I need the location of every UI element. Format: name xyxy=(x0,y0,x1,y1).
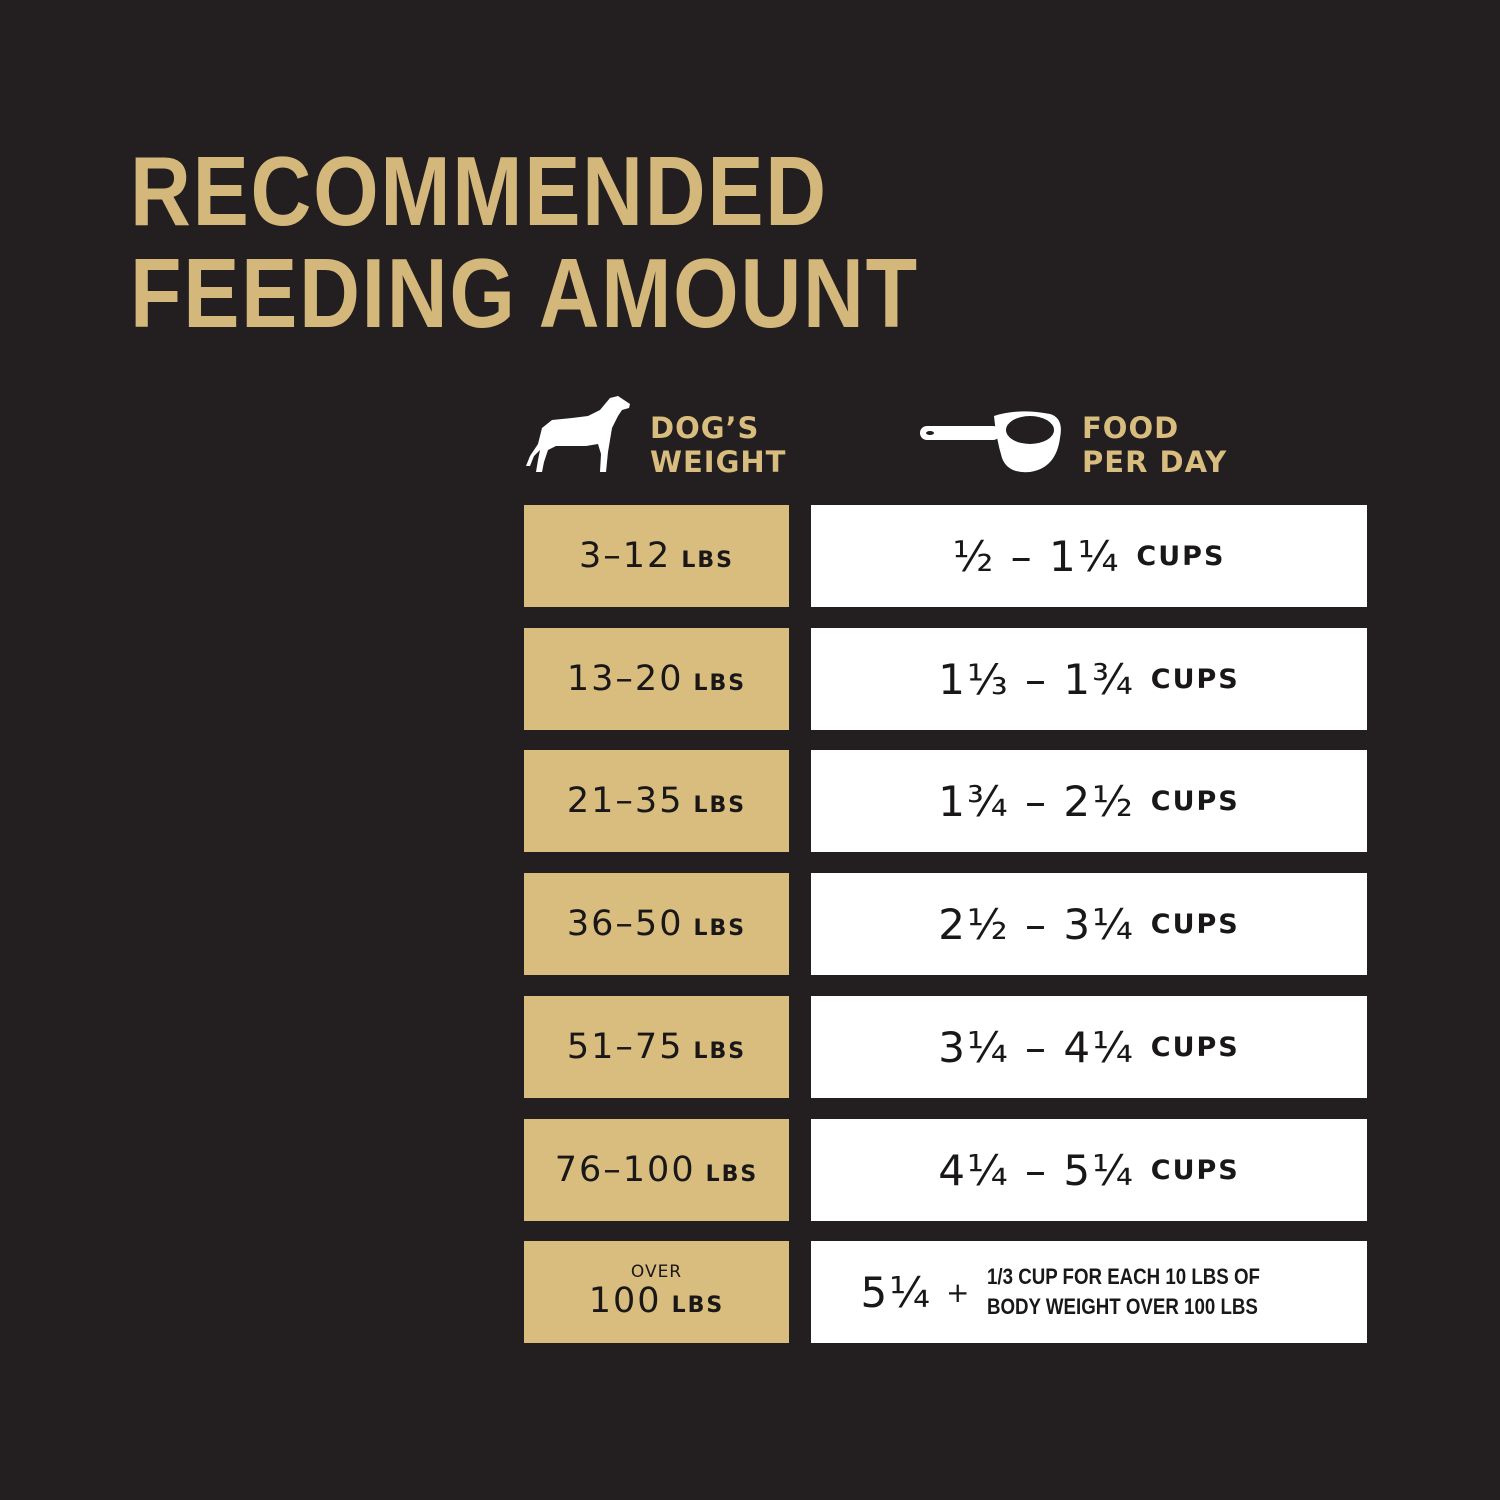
food-value: 4¼ – 5¼ xyxy=(938,1145,1135,1195)
weight-value: 13–20 xyxy=(566,659,684,699)
weight-value: 100 xyxy=(588,1281,662,1321)
weight-cell: 76–100 LBS xyxy=(524,1119,789,1221)
food-cell: 2½ – 3¼ CUPS xyxy=(811,873,1367,975)
table-row: 76–100 LBS 4¼ – 5¼ CUPS xyxy=(524,1119,1367,1221)
weight-unit: LBS xyxy=(693,793,747,818)
food-cell: 1¾ – 2½ CUPS xyxy=(811,750,1367,852)
weight-cell: 13–20 LBS xyxy=(524,628,789,730)
food-header: FOOD PER DAY xyxy=(1082,411,1227,479)
table-row: 51–75 LBS 3¼ – 4¼ CUPS xyxy=(524,996,1367,1098)
weight-value: 36–50 xyxy=(566,904,684,944)
weight-value: 3–12 xyxy=(579,536,672,576)
food-cell: 3¼ – 4¼ CUPS xyxy=(811,996,1367,1098)
table-row: 36–50 LBS 2½ – 3¼ CUPS xyxy=(524,873,1367,975)
food-value: 1¾ – 2½ xyxy=(938,776,1135,826)
weight-value: 21–35 xyxy=(566,781,684,821)
weight-header-line-1: DOG’S xyxy=(650,411,760,445)
weight-value: 51–75 xyxy=(566,1027,684,1067)
weight-value: 76–100 xyxy=(554,1150,696,1190)
weight-prefix: OVER xyxy=(630,1262,683,1282)
weight-cell: OVER 100 LBS xyxy=(524,1241,789,1343)
note-line-1: 1/3 CUP FOR EACH 10 LBS OF xyxy=(987,1264,1261,1289)
weight-unit: LBS xyxy=(671,1293,725,1318)
food-unit: CUPS xyxy=(1150,785,1240,817)
food-note: 1/3 CUP FOR EACH 10 LBS OF BODY WEIGHT OV… xyxy=(987,1262,1268,1322)
weight-cell: 21–35 LBS xyxy=(524,750,789,852)
food-header-line-1: FOOD xyxy=(1082,411,1180,445)
food-value: ½ – 1¼ xyxy=(952,531,1121,581)
title-line-1: RECOMMENDED xyxy=(130,136,828,246)
weight-unit: LBS xyxy=(693,1039,747,1064)
weight-unit: LBS xyxy=(681,548,734,573)
table-row: 3–12 LBS ½ – 1¼ CUPS xyxy=(524,505,1367,607)
table-row-over-100: OVER 100 LBS 5¼ + 1/3 CUP FOR EACH 10 LBS… xyxy=(524,1241,1367,1343)
food-value: 2½ – 3¼ xyxy=(938,899,1135,949)
weight-cell: 51–75 LBS xyxy=(524,996,789,1098)
food-unit: CUPS xyxy=(1150,663,1240,695)
food-cell: 5¼ + 1/3 CUP FOR EACH 10 LBS OF BODY WEIG… xyxy=(811,1241,1367,1343)
table-row: 21–35 LBS 1¾ – 2½ CUPS xyxy=(524,750,1367,852)
food-value: 5¼ xyxy=(860,1267,932,1317)
weight-header: DOG’S WEIGHT xyxy=(650,411,786,479)
food-value: 1⅓ – 1¾ xyxy=(938,654,1135,704)
food-cell: 4¼ – 5¼ CUPS xyxy=(811,1119,1367,1221)
weight-cell: 3–12 LBS xyxy=(524,505,789,607)
food-value: 3¼ – 4¼ xyxy=(938,1022,1135,1072)
weight-unit: LBS xyxy=(705,1162,759,1187)
note-line-2: BODY WEIGHT OVER 100 LBS xyxy=(987,1294,1259,1319)
title-line-2: FEEDING AMOUNT xyxy=(130,238,919,348)
plus-sign: + xyxy=(945,1275,970,1309)
weight-unit: LBS xyxy=(693,671,747,696)
food-cell: ½ – 1¼ CUPS xyxy=(811,505,1367,607)
food-unit: CUPS xyxy=(1150,1154,1240,1186)
page-title: RECOMMENDED FEEDING AMOUNT xyxy=(130,140,919,344)
table-row: 13–20 LBS 1⅓ – 1¾ CUPS xyxy=(524,628,1367,730)
weight-header-line-2: WEIGHT xyxy=(650,445,787,479)
food-unit: CUPS xyxy=(1136,540,1226,572)
food-unit: CUPS xyxy=(1150,1031,1240,1063)
measuring-cup-icon xyxy=(920,411,1061,473)
food-unit: CUPS xyxy=(1150,908,1240,940)
food-cell: 1⅓ – 1¾ CUPS xyxy=(811,628,1367,730)
food-header-line-2: PER DAY xyxy=(1082,445,1228,479)
weight-unit: LBS xyxy=(693,916,747,941)
weight-cell: 36–50 LBS xyxy=(524,873,789,975)
dog-icon xyxy=(526,396,630,472)
